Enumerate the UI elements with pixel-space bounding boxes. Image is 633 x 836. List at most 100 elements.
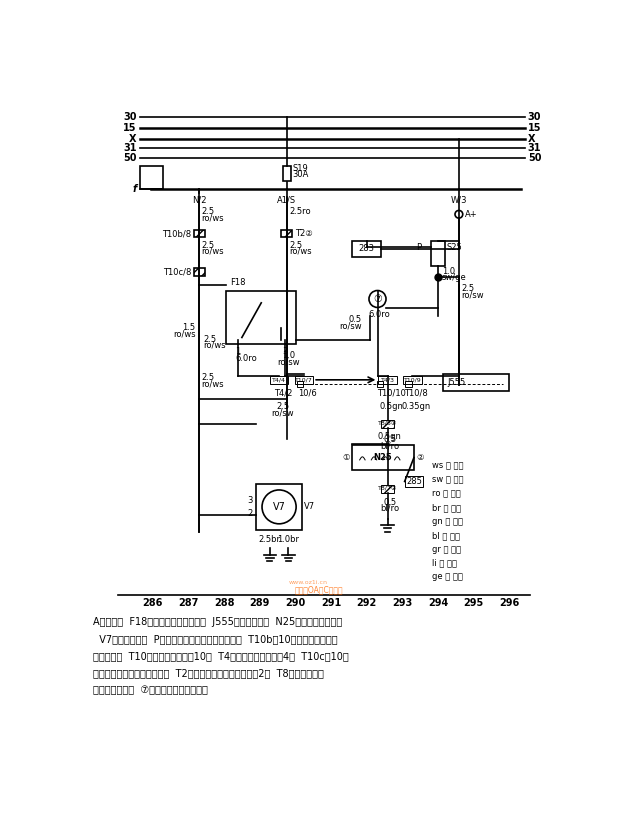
Text: 289: 289 [249,598,270,608]
Text: 15: 15 [528,123,541,133]
Bar [227,291,296,344]
Text: ro/sw: ro/sw [339,321,362,330]
Text: www.oz1i.cn: www.oz1i.cn [288,580,327,585]
Text: bl/ro: bl/ro [380,504,399,513]
Text: ①: ① [342,453,349,462]
Text: 30A: 30A [292,170,309,179]
Text: 50: 50 [528,153,541,163]
Text: 1.0: 1.0 [282,351,295,360]
Text: 291: 291 [321,598,341,608]
Text: 288: 288 [214,598,234,608]
Text: 31: 31 [123,143,137,153]
Text: T10/10: T10/10 [377,389,406,397]
Text: 286: 286 [142,598,163,608]
Text: 0.5gn: 0.5gn [380,402,403,411]
Text: ro/ws: ro/ws [289,247,312,256]
Text: 295: 295 [463,598,484,608]
Text: T8/7②: T8/7② [378,487,398,492]
Text: T4/3: T4/3 [380,377,394,382]
Text: 2.5: 2.5 [203,334,216,344]
Text: 2.5: 2.5 [201,241,215,250]
Bar [283,166,291,181]
Bar [381,486,394,493]
Text: V7－散热器风扇  P－主保险丝盒，位于蓄电池上方  T10b－10孔插头，紫色，维: V7－散热器风扇 P－主保险丝盒，位于蓄电池上方 T10b－10孔插头，紫色，维 [93,635,337,645]
Text: ws ＝ 白色: ws ＝ 白色 [432,461,463,471]
Text: gr ＝ 灰色: gr ＝ 灰色 [432,545,461,553]
Text: T10/7: T10/7 [295,377,313,382]
Text: 电器盒上方  T10－风扇控制接口，10孔  T4－风扇控制器接口，4孔  T10c－10孔: 电器盒上方 T10－风扇控制接口，10孔 T4－风扇控制器接口，4孔 T10c－… [93,651,349,661]
Text: 1.5: 1.5 [182,323,196,332]
Text: 2.5: 2.5 [201,207,215,217]
Text: 0.35gn: 0.35gn [401,402,431,411]
Text: 293: 293 [392,598,413,608]
Text: P: P [416,243,421,252]
Text: 0.5: 0.5 [384,497,396,507]
Text: ⑦: ⑦ [373,294,382,304]
Text: 全球最OA－C采购网: 全球最OA－C采购网 [295,585,344,594]
Text: 插头，浅黄色，继电器盒上方  T2－发动机与大灯线束接口，2孔  T8－两根发动机: 插头，浅黄色，继电器盒上方 T2－发动机与大灯线束接口，2孔 T8－两根发动机 [93,668,324,678]
Bar [282,230,292,237]
Text: ge ＝ 黄色: ge ＝ 黄色 [432,573,463,582]
Text: W/3: W/3 [451,195,467,204]
Text: X: X [528,134,536,144]
Text: 6.0ro: 6.0ro [368,310,390,319]
Text: T10c/8: T10c/8 [163,268,192,277]
Text: sw/ge: sw/ge [442,273,467,282]
Text: 285: 285 [406,477,422,486]
Text: 3: 3 [282,348,287,356]
Text: 6.0ro: 6.0ro [235,354,256,363]
Text: T10/8: T10/8 [404,389,428,397]
Text: ro/ws: ro/ws [173,329,196,338]
Bar [404,476,423,487]
Text: ro/sw: ro/sw [277,358,299,367]
Bar [443,375,510,391]
Text: br ＝ 棕色: br ＝ 棕色 [432,503,461,512]
Text: bl ＝ 蓝色: bl ＝ 蓝色 [432,531,460,540]
Bar [431,242,445,266]
Text: 50: 50 [123,153,137,163]
Text: 2.5: 2.5 [461,284,474,293]
Text: 2.5: 2.5 [277,402,289,411]
Text: ro/ws: ro/ws [201,247,224,256]
Text: T4/4: T4/4 [272,377,286,382]
Bar [297,380,303,387]
Text: S25: S25 [446,243,462,252]
Text: 292: 292 [356,598,377,608]
Text: V7: V7 [273,502,285,512]
Text: 2.5: 2.5 [289,241,303,250]
Bar [194,268,204,276]
Bar [139,166,163,189]
Text: ro/sw: ro/sw [272,409,294,417]
Bar [381,420,394,427]
Text: 1.0: 1.0 [442,267,455,276]
Text: li ＝ 紫色: li ＝ 紫色 [432,558,457,568]
Text: 2.5ro: 2.5ro [289,207,311,217]
Bar [377,380,383,387]
Text: 1.0br: 1.0br [277,535,299,543]
Text: 287: 287 [179,598,199,608]
Text: ②: ② [417,453,423,462]
Text: 0.5: 0.5 [349,315,362,324]
Bar [294,376,313,384]
Bar [352,446,414,470]
Text: A－蓄电池  F18－散热器风扇热敏开关  J555－风扇控制器  N25－空调电磁离合器: A－蓄电池 F18－散热器风扇热敏开关 J555－风扇控制器 N25－空调电磁离… [93,617,342,627]
Text: 294: 294 [428,598,448,608]
Text: 31: 31 [528,143,541,153]
Text: ro/ws: ro/ws [201,380,224,388]
Text: 296: 296 [499,598,519,608]
Text: 0.5gn: 0.5gn [378,432,402,441]
Text: 290: 290 [285,598,306,608]
Bar [403,376,422,384]
Text: T10/9: T10/9 [403,377,421,382]
Text: f: f [132,184,137,194]
Text: ro/ws: ro/ws [203,341,226,349]
Text: S19: S19 [292,164,308,172]
Text: A1/S: A1/S [277,195,296,204]
Text: 2: 2 [248,508,253,517]
Text: 30: 30 [123,112,137,122]
Text: ro/sw: ro/sw [461,291,484,299]
Bar [194,230,204,237]
Text: sw ＝ 黑色: sw ＝ 黑色 [432,476,463,484]
Bar [352,242,381,257]
Bar [405,380,411,387]
